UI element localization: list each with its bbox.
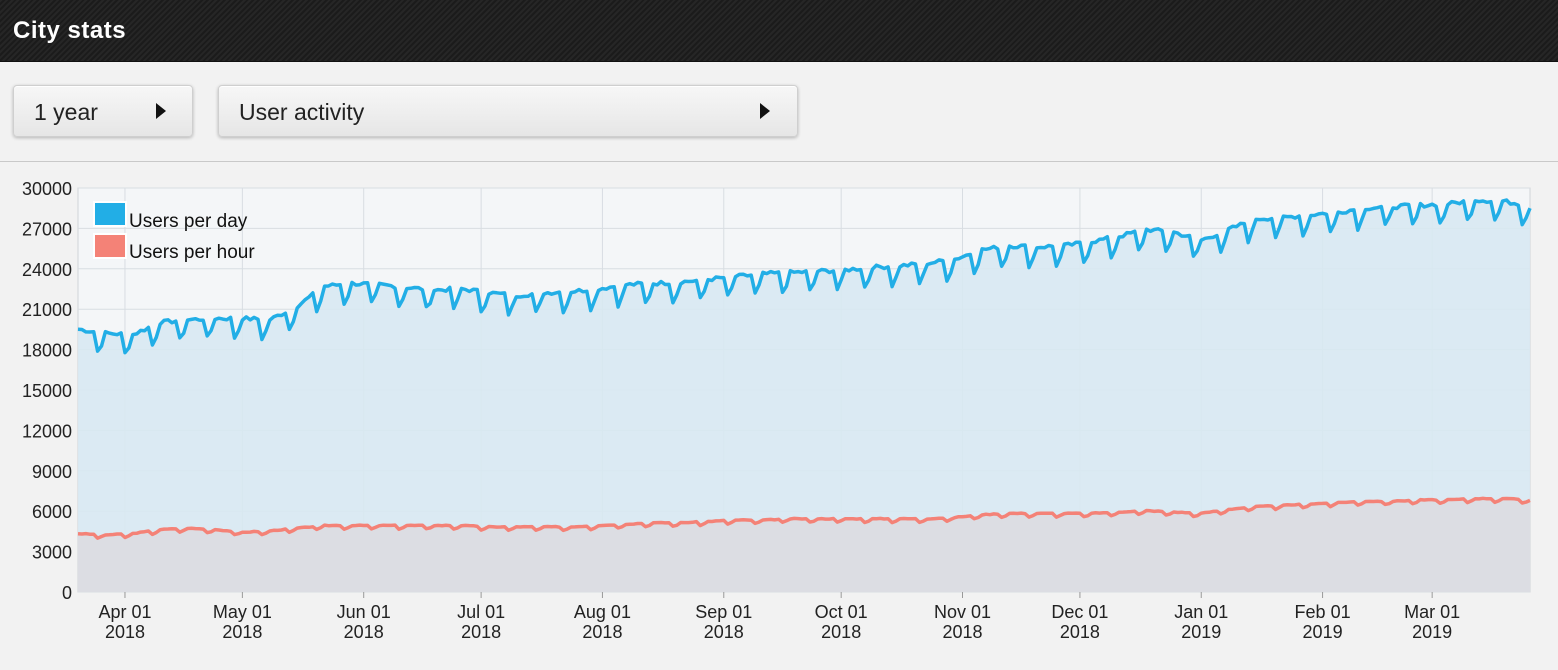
y-tick-label: 30000: [22, 179, 72, 199]
y-tick-label: 15000: [22, 381, 72, 401]
y-tick-label: 18000: [22, 341, 72, 361]
users-per-day-area: [78, 200, 1530, 592]
y-tick-label: 0: [62, 583, 72, 603]
x-tick-label: Feb 01: [1295, 602, 1351, 622]
x-tick-label: 2018: [344, 622, 384, 642]
caret-right-icon: [760, 103, 770, 119]
x-tick-label: 2019: [1303, 622, 1343, 642]
x-tick-label: Apr 01: [98, 602, 151, 622]
x-tick-label: Nov 01: [934, 602, 991, 622]
y-tick-label: 12000: [22, 421, 72, 441]
x-tick-label: 2018: [1060, 622, 1100, 642]
users-per-hour-area: [78, 498, 1530, 592]
x-tick-label: Aug 01: [574, 602, 631, 622]
title-bar: City stats: [0, 0, 1558, 62]
page-title: City stats: [13, 16, 127, 44]
y-tick-label: 3000: [32, 543, 72, 563]
x-tick-label: 2018: [222, 622, 262, 642]
period-dropdown[interactable]: 1 year: [13, 85, 193, 137]
x-tick-label: 2018: [704, 622, 744, 642]
x-tick-label: 2019: [1412, 622, 1452, 642]
y-tick-label: 9000: [32, 462, 72, 482]
user-activity-chart: 0 3000 6000 9000 12000 15000 18000 21000 24000 27…: [22, 179, 1532, 642]
x-tick-label: 2018: [942, 622, 982, 642]
x-tick-label: 2018: [105, 622, 145, 642]
legend-label-users-per-day: Users per day: [129, 211, 248, 232]
x-tick-label: Dec 01: [1051, 602, 1108, 622]
x-tick-label: Jan 01: [1174, 602, 1228, 622]
x-tick-label: Jul 01: [457, 602, 505, 622]
legend-swatch-users-per-day: [93, 201, 127, 227]
y-tick-label: 21000: [22, 300, 72, 320]
caret-right-icon: [156, 103, 166, 119]
x-tick-label: Mar 01: [1404, 602, 1460, 622]
period-dropdown-label: 1 year: [34, 99, 98, 125]
y-tick-label: 27000: [22, 219, 72, 239]
x-tick-label: 2018: [461, 622, 501, 642]
chart-container: 0 3000 6000 9000 12000 15000 18000 21000 24000 27…: [0, 163, 1558, 665]
users-per-hour-line: [77, 496, 1531, 540]
metric-dropdown[interactable]: User activity: [218, 85, 798, 137]
x-tick-label: 2018: [582, 622, 622, 642]
x-tick-label: Jun 01: [337, 602, 391, 622]
x-tick-label: Oct 01: [815, 602, 868, 622]
metric-dropdown-label: User activity: [239, 99, 365, 125]
x-tick-label: 2018: [821, 622, 861, 642]
controls-bar: 1 year User activity: [0, 62, 1558, 162]
x-tick-label: 2019: [1181, 622, 1221, 642]
x-tick-label: May 01: [213, 602, 272, 622]
y-tick-label: 6000: [32, 502, 72, 522]
y-tick-label: 24000: [22, 260, 72, 280]
x-tick-label: Sep 01: [695, 602, 752, 622]
users-per-day-line: [77, 198, 1532, 355]
legend-swatch-users-per-hour: [93, 233, 127, 259]
legend-label-users-per-hour: Users per hour: [129, 242, 255, 263]
